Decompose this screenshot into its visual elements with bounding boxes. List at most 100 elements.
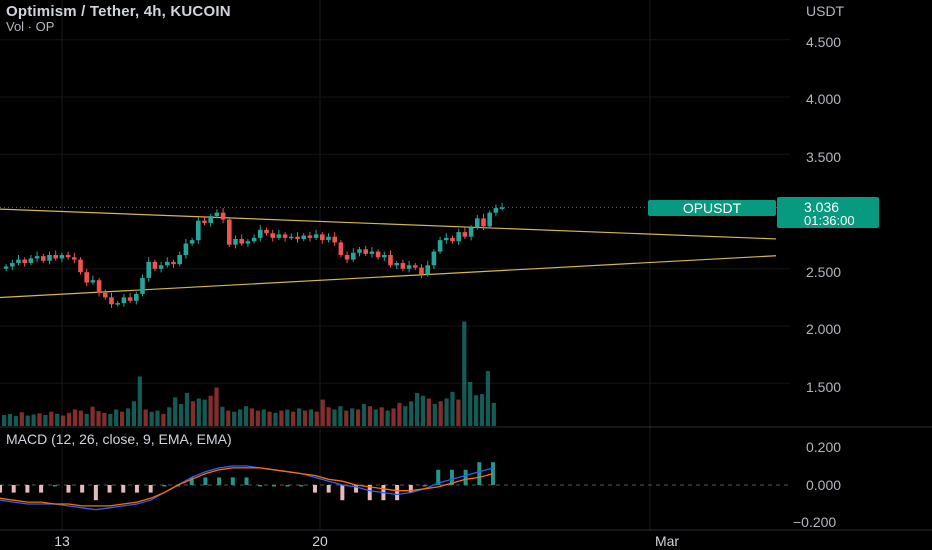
macd-hist-4 <box>52 485 57 487</box>
volume-bar-12 <box>72 409 77 426</box>
macd-tick-0: 0.200 <box>806 439 841 455</box>
volume-bar-17 <box>102 412 107 426</box>
volume-bar-57 <box>338 406 343 426</box>
volume-bar-40 <box>238 409 243 426</box>
volume-bar-22 <box>131 401 136 426</box>
volume-bar-5 <box>31 414 36 426</box>
volume-bar-69 <box>409 401 414 426</box>
price-axis[interactable]: 4.500 4.000 3.500 2.500 2.000 1.500 0.200 0.000… <box>793 34 841 530</box>
candle-body-55 <box>344 255 350 260</box>
candle-body-58 <box>363 249 368 254</box>
candle-body-30 <box>189 240 195 244</box>
macd-hist-18 <box>244 477 249 485</box>
candle-body-23 <box>146 261 151 278</box>
macd-hist-17 <box>230 477 235 485</box>
candle-body-3 <box>22 259 27 264</box>
volume-bar-68 <box>403 406 408 426</box>
macd-hist-23 <box>312 485 317 493</box>
macd-hist-24 <box>326 485 331 493</box>
candle-body-68 <box>425 265 430 275</box>
volume-bar-16 <box>96 411 101 426</box>
volume-bar-6 <box>37 413 42 426</box>
volume-bar-39 <box>232 411 237 426</box>
volume-bar-3 <box>19 412 24 426</box>
candle-body-29 <box>183 243 189 256</box>
volume-bar-35 <box>208 395 213 426</box>
candle-body-43 <box>270 233 275 238</box>
candle-body-19 <box>121 297 127 304</box>
candle-body-0 <box>3 266 9 269</box>
candle-body-39 <box>245 241 251 244</box>
macd-hist-22 <box>299 485 304 487</box>
candle-body-49 <box>307 235 313 238</box>
macd-hist-14 <box>189 477 194 485</box>
volume-bar-78 <box>462 321 467 426</box>
candle-body-38 <box>239 238 244 244</box>
volume-bar-77 <box>456 399 461 426</box>
macd-pane <box>0 462 790 511</box>
macd-legend: MACD (12, 26, close, 9, EMA, EMA) <box>6 431 232 447</box>
candle-body-6 <box>41 256 46 261</box>
symbol-tag <box>648 200 776 216</box>
volume-bar-32 <box>190 401 195 426</box>
macd-hist-10 <box>134 485 139 493</box>
macd-tick-1: 0.000 <box>806 477 841 493</box>
trendline-0 <box>0 208 777 240</box>
volume-bar-54 <box>320 399 325 426</box>
candle-body-25 <box>158 265 164 269</box>
candle-body-33 <box>208 216 213 223</box>
volume-bar-0 <box>2 415 7 426</box>
candles[interactable] <box>0 202 790 308</box>
candle-body-66 <box>413 265 418 268</box>
currency-label: USDT <box>806 3 845 19</box>
macd-hist-33 <box>449 469 454 485</box>
candle-body-26 <box>165 261 170 266</box>
candle-body-53 <box>332 236 337 243</box>
signal-line <box>0 467 494 507</box>
volume-bar-7 <box>43 415 48 426</box>
macd-hist-13 <box>176 485 181 487</box>
volume-bar-14 <box>84 413 89 426</box>
volume-bar-70 <box>415 393 420 426</box>
volume-bar-27 <box>161 413 166 426</box>
candle-body-50 <box>313 234 319 238</box>
volume-bar-15 <box>90 406 95 426</box>
volume-bar-75 <box>444 398 449 426</box>
candle-body-61 <box>382 255 387 258</box>
macd-hist-25 <box>340 485 345 501</box>
macd-hist-19 <box>258 485 263 487</box>
candle-body-17 <box>109 297 114 305</box>
volume-bar-34 <box>202 399 207 426</box>
macd-hist-12 <box>162 485 167 487</box>
volume-bar-47 <box>279 410 284 426</box>
macd-hist-11 <box>148 485 153 493</box>
candle-body-11 <box>72 257 77 260</box>
candle-body-76 <box>475 218 480 228</box>
candle-body-12 <box>78 259 83 273</box>
time-tick-2: Mar <box>655 533 679 549</box>
volume-bar-64 <box>379 407 384 426</box>
macd-hist-29 <box>395 485 400 501</box>
candle-body-1 <box>10 263 15 267</box>
candle-body-13 <box>84 272 89 283</box>
price-tag-countdown: 01:36:00 <box>804 213 855 228</box>
candle-body-16 <box>103 292 108 298</box>
volume-bar-46 <box>273 412 278 426</box>
chart-title: Optimism / Tether, 4h, KUCOIN <box>6 3 231 20</box>
candle-body-27 <box>171 261 176 265</box>
macd-hist-1 <box>11 485 16 493</box>
macd-hist-31 <box>422 485 427 487</box>
grid <box>0 0 932 531</box>
candle-body-24 <box>152 261 158 269</box>
volume-bar-30 <box>179 404 184 426</box>
volume-bar-79 <box>468 382 473 426</box>
macd-hist-21 <box>285 485 290 487</box>
macd-hist-6 <box>80 485 85 493</box>
candle-body-21 <box>134 293 139 301</box>
time-axis[interactable]: 13 20 Mar <box>54 533 679 549</box>
candle-body-42 <box>264 229 269 234</box>
macd-hist-15 <box>203 477 208 485</box>
macd-hist-8 <box>107 485 112 493</box>
